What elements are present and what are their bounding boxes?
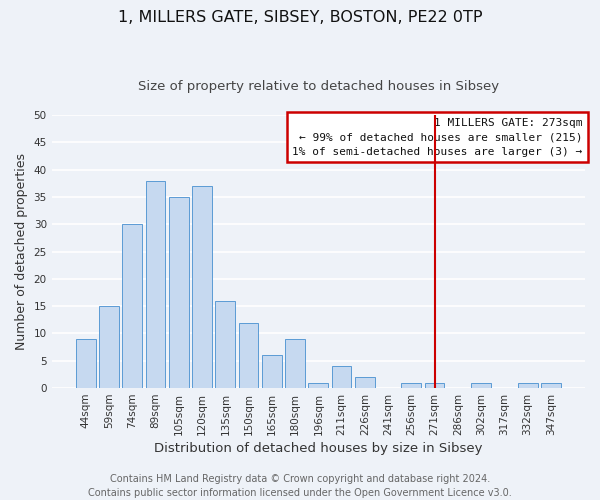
Text: Contains HM Land Registry data © Crown copyright and database right 2024.
Contai: Contains HM Land Registry data © Crown c…: [88, 474, 512, 498]
Bar: [471, 382, 491, 388]
Bar: [425, 382, 445, 388]
Bar: [518, 382, 538, 388]
X-axis label: Distribution of detached houses by size in Sibsey: Distribution of detached houses by size …: [154, 442, 482, 455]
Bar: [262, 356, 282, 388]
Text: 1 MILLERS GATE: 273sqm
← 99% of detached houses are smaller (215)
1% of semi-det: 1 MILLERS GATE: 273sqm ← 99% of detached…: [292, 118, 583, 156]
Bar: [285, 339, 305, 388]
Title: Size of property relative to detached houses in Sibsey: Size of property relative to detached ho…: [138, 80, 499, 93]
Bar: [308, 382, 328, 388]
Bar: [76, 339, 95, 388]
Bar: [169, 197, 188, 388]
Bar: [99, 306, 119, 388]
Y-axis label: Number of detached properties: Number of detached properties: [15, 153, 28, 350]
Bar: [146, 180, 166, 388]
Bar: [355, 377, 375, 388]
Bar: [239, 322, 259, 388]
Bar: [122, 224, 142, 388]
Bar: [332, 366, 352, 388]
Bar: [541, 382, 561, 388]
Bar: [401, 382, 421, 388]
Bar: [215, 300, 235, 388]
Bar: [192, 186, 212, 388]
Text: 1, MILLERS GATE, SIBSEY, BOSTON, PE22 0TP: 1, MILLERS GATE, SIBSEY, BOSTON, PE22 0T…: [118, 10, 482, 25]
